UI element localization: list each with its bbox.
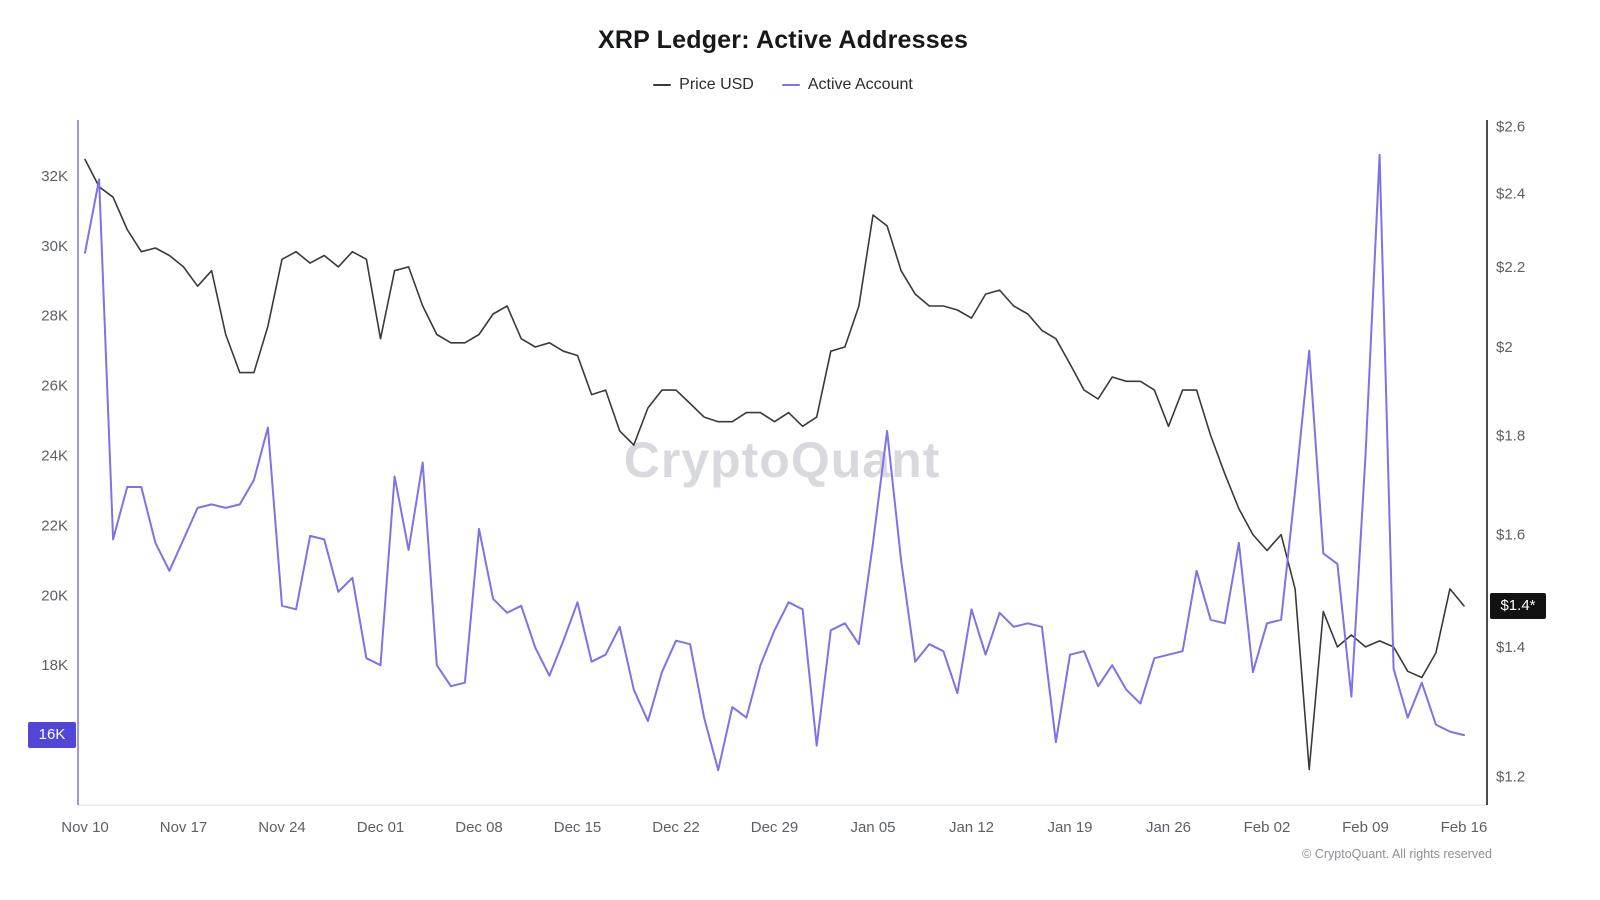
x-axis-tick-label: Feb 16 [1441, 819, 1488, 836]
right-axis-tick-label: $1.8 [1496, 428, 1525, 445]
right-axis-tick-label: $1.4 [1496, 639, 1525, 656]
left-axis-badge: 16K [28, 722, 76, 749]
left-axis-tick-label: 24K [41, 448, 68, 465]
left-axis-tick-label: 18K [41, 657, 68, 674]
left-axis-tick-label: 22K [41, 517, 68, 534]
x-axis-tick-label: Jan 19 [1047, 819, 1092, 836]
legend-label-price-usd: Price USD [679, 76, 754, 93]
legend-item-price-usd[interactable]: Price USD [653, 76, 754, 94]
price-usd-line[interactable] [84, 158, 1465, 771]
legend-label-active-account: Active Account [807, 76, 913, 93]
x-axis-tick-label: Nov 17 [160, 819, 208, 836]
x-axis-tick-label: Feb 02 [1244, 819, 1291, 836]
right-axis-tick-label: $1.6 [1496, 527, 1525, 544]
active-account-line[interactable] [84, 153, 1465, 772]
right-axis-tick-label: $2.6 [1496, 118, 1525, 135]
x-axis-tick-label: Nov 10 [61, 819, 109, 836]
x-axis-tick-label: Jan 26 [1146, 819, 1191, 836]
left-axis-tick-label: 20K [41, 587, 68, 604]
x-axis-tick-label: Jan 05 [850, 819, 895, 836]
x-axis-tick-label: Dec 22 [652, 819, 700, 836]
left-axis-tick-label: 26K [41, 378, 68, 395]
copyright-note: © CryptoQuant. All rights reserved [1302, 847, 1492, 861]
right-axis-tick-label: $1.2 [1496, 768, 1525, 785]
right-axis-tick-label: $2.2 [1496, 259, 1525, 276]
left-axis-tick-label: 28K [41, 308, 68, 325]
right-axis-tick-label: $2.4 [1496, 186, 1525, 203]
left-axis-tick-label: 32K [41, 168, 68, 185]
x-axis-tick-label: Dec 01 [357, 819, 405, 836]
x-axis-tick-label: Jan 12 [949, 819, 994, 836]
x-axis-tick-label: Dec 15 [554, 819, 602, 836]
right-axis-tick-label: $2 [1496, 339, 1513, 356]
page-title: XRP Ledger: Active Addresses [597, 26, 969, 54]
active-account-line-swatch-icon [781, 83, 800, 87]
x-axis-tick-label: Feb 09 [1342, 819, 1389, 836]
right-axis-badge: $1.4* [1490, 592, 1546, 619]
x-axis-tick-label: Nov 24 [258, 819, 306, 836]
price-line-swatch-icon [653, 83, 672, 87]
legend-item-active-account[interactable]: Active Account [781, 76, 913, 94]
left-axis-tick-label: 30K [41, 238, 68, 255]
x-axis-tick-label: Dec 08 [455, 819, 503, 836]
x-axis-tick-label: Dec 29 [751, 819, 799, 836]
chart-legend: Price USD Active Account [0, 76, 1566, 94]
